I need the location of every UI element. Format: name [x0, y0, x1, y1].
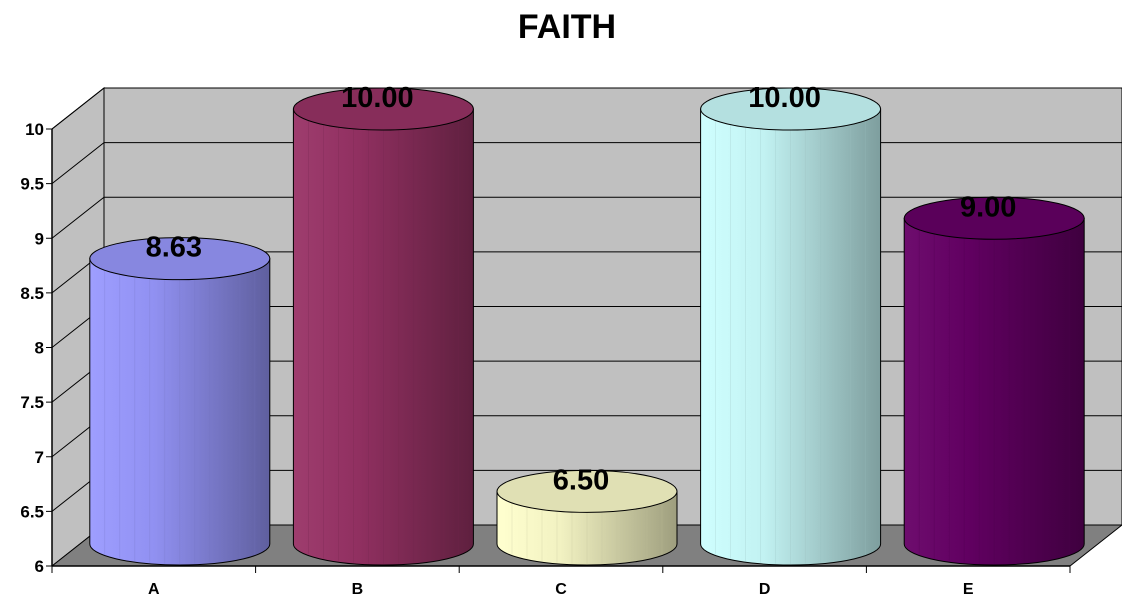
y-tick-label: 9.5: [20, 175, 44, 194]
cylinder-body: [292, 108, 474, 566]
bar-e: [903, 196, 1085, 566]
data-label-b: 10.00: [341, 82, 414, 114]
y-tick-label: 8.5: [20, 284, 44, 303]
x-axis-ticks: A B C D E: [51, 566, 1071, 598]
data-label-c: 6.50: [553, 464, 609, 496]
data-labels: 8.63 10.00 6.50 10.00 9.00: [146, 82, 1017, 496]
cylinder-top: [496, 469, 678, 513]
chart-title: FAITH: [518, 8, 616, 46]
cylinder-top: [89, 237, 271, 281]
cylinder-body: [89, 258, 271, 566]
y-tick-label: 9: [35, 229, 44, 248]
data-label-a: 8.63: [146, 232, 202, 264]
x-tick-label: A: [148, 581, 160, 598]
bar-b: [292, 87, 474, 566]
bar-d: [700, 87, 882, 566]
x-tick-label: E: [963, 581, 974, 598]
data-label-d: 10.00: [748, 82, 821, 114]
data-label-e: 9.00: [960, 191, 1016, 223]
cylinder-body: [700, 108, 882, 566]
y-tick-label: 7.5: [20, 393, 44, 412]
bar-series: [89, 87, 1085, 566]
y-tick-label: 10: [25, 120, 44, 139]
y-axis-ticks: 6 6.5 7 7.5 8 8.5 9 9.5 10: [20, 120, 52, 576]
y-tick-label: 8: [35, 339, 44, 358]
x-tick-label: C: [555, 581, 567, 598]
y-tick-label: 6: [35, 557, 44, 576]
cylinder-body: [903, 217, 1085, 566]
bar-c: [496, 469, 678, 566]
cylinder-top: [903, 196, 1085, 240]
y-tick-label: 7: [35, 448, 44, 467]
x-tick-label: B: [352, 581, 364, 598]
cylinder-top: [700, 87, 882, 131]
y-tick-label: 6.5: [20, 502, 44, 521]
bar-a: [89, 237, 271, 566]
x-tick-label: D: [759, 581, 771, 598]
cylinder-top: [292, 87, 474, 131]
